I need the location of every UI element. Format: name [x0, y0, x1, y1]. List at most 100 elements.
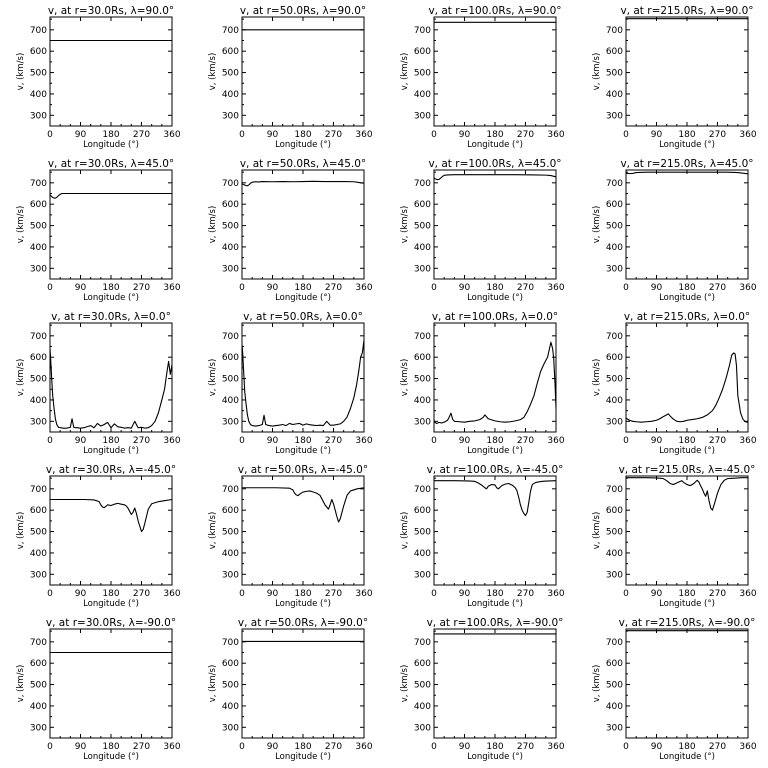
x-tick-label: 90	[651, 436, 663, 446]
panel-14: v, at r=50.0Rs, λ=-45.0° 0 90 180 270 360 300 4…	[208, 464, 373, 609]
panel-title: v, at r=100.0Rs, λ=-90.0°	[427, 617, 564, 629]
x-tick-label: 180	[486, 589, 503, 599]
x-tick-label: 0	[239, 742, 245, 752]
plot-frame	[49, 475, 173, 586]
y-tick-label: 700	[222, 332, 239, 342]
plot-frame	[625, 169, 749, 280]
plot-frame	[433, 169, 557, 280]
y-tick-label: 300	[222, 723, 239, 733]
plot-frame	[241, 16, 365, 127]
panel-title: v, at r=50.0Rs, λ=45.0°	[240, 158, 366, 170]
velocity-series-line	[242, 487, 365, 523]
panel-3: v, at r=100.0Rs, λ=90.0° 0 90 180 270 360 300 4…	[400, 5, 565, 150]
x-tick-label: 360	[163, 436, 180, 446]
velocity-series-line	[49, 348, 173, 429]
y-tick-label: 700	[30, 638, 47, 648]
y-axis-label: v, (km/s)	[208, 359, 218, 397]
x-tick-label: 270	[325, 589, 342, 599]
x-tick-label: 270	[709, 589, 726, 599]
y-tick-label: 500	[30, 528, 47, 538]
y-tick-label: 500	[606, 375, 623, 385]
x-tick-label: 180	[678, 130, 695, 140]
panel-title: v, at r=50.0Rs, λ=-45.0°	[238, 464, 368, 476]
y-tick-label: 400	[222, 396, 239, 406]
y-tick-label: 500	[30, 69, 47, 79]
x-axis-label: Longitude (°)	[659, 293, 715, 303]
x-tick-label: 360	[739, 130, 756, 140]
x-tick-label: 360	[355, 589, 372, 599]
x-tick-label: 180	[678, 742, 695, 752]
x-tick-label: 360	[355, 742, 372, 752]
y-tick-label: 500	[222, 222, 239, 232]
panel-title: v, at r=30.0Rs, λ=-90.0°	[46, 617, 176, 629]
x-tick-label: 360	[355, 283, 372, 293]
x-axis-label: Longitude (°)	[83, 293, 139, 303]
y-axis-label: v, (km/s)	[208, 53, 218, 91]
y-tick-label: 700	[606, 26, 623, 36]
x-tick-label: 0	[623, 742, 629, 752]
velocity-series-line	[434, 480, 557, 517]
y-tick-label: 700	[414, 332, 431, 342]
velocity-series-line	[241, 180, 365, 187]
y-tick-label: 700	[606, 179, 623, 189]
plot-frame	[625, 322, 749, 433]
y-tick-label: 400	[30, 702, 47, 712]
x-tick-label: 180	[102, 283, 119, 293]
panel-11: v, at r=100.0Rs, λ=0.0° 0 90 180 270 360 300 40…	[400, 311, 565, 456]
x-tick-label: 270	[517, 283, 534, 293]
x-tick-label: 90	[651, 589, 663, 599]
y-tick-label: 700	[414, 179, 431, 189]
y-axis-label: v, (km/s)	[208, 665, 218, 703]
x-tick-label: 0	[239, 589, 245, 599]
y-tick-label: 300	[414, 111, 431, 121]
x-tick-label: 90	[459, 742, 471, 752]
y-tick-label: 400	[222, 90, 239, 100]
y-tick-label: 500	[414, 528, 431, 538]
y-tick-label: 700	[222, 485, 239, 495]
velocity-series-line	[241, 340, 365, 427]
x-tick-label: 360	[163, 130, 180, 140]
y-axis-label: v, (km/s)	[208, 206, 218, 244]
x-tick-label: 180	[294, 436, 311, 446]
y-tick-label: 300	[606, 417, 623, 427]
y-tick-label: 300	[222, 417, 239, 427]
plot-frame	[49, 16, 173, 127]
x-axis-label: Longitude (°)	[659, 446, 715, 456]
x-tick-label: 360	[739, 283, 756, 293]
x-axis-label: Longitude (°)	[659, 752, 715, 762]
y-tick-label: 300	[414, 417, 431, 427]
y-tick-label: 400	[414, 243, 431, 253]
velocity-series-line	[625, 171, 749, 175]
panel-title: v, at r=215.0Rs, λ=45.0°	[620, 158, 753, 170]
panel-title: v, at r=215.0Rs, λ=0.0°	[624, 311, 750, 323]
y-tick-label: 300	[222, 111, 239, 121]
x-tick-label: 270	[517, 130, 534, 140]
y-tick-label: 600	[606, 47, 623, 57]
y-axis-label: v, (km/s)	[400, 665, 410, 703]
x-axis-label: Longitude (°)	[275, 599, 331, 609]
x-tick-label: 90	[459, 130, 471, 140]
x-tick-label: 270	[709, 130, 726, 140]
y-tick-label: 300	[30, 111, 47, 121]
panel-title: v, at r=50.0Rs, λ=90.0°	[240, 5, 366, 17]
x-tick-label: 90	[75, 589, 87, 599]
x-tick-label: 90	[267, 130, 279, 140]
x-tick-label: 270	[517, 436, 534, 446]
y-axis-label: v, (km/s)	[208, 512, 218, 550]
panel-2: v, at r=50.0Rs, λ=90.0° 0 90 180 270 360 300 40…	[208, 5, 373, 150]
x-tick-label: 360	[355, 436, 372, 446]
plot-frame	[433, 475, 557, 586]
plot-frame	[49, 628, 173, 739]
x-tick-label: 360	[355, 130, 372, 140]
panel-20: v, at r=215.0Rs, λ=-90.0° 0 90 180 270 360 300…	[592, 617, 757, 762]
plot-frame	[433, 322, 557, 433]
x-tick-label: 180	[294, 130, 311, 140]
x-tick-label: 180	[486, 283, 503, 293]
y-tick-label: 600	[222, 506, 239, 516]
x-tick-label: 180	[678, 436, 695, 446]
y-tick-label: 300	[606, 570, 623, 580]
y-tick-label: 700	[30, 332, 47, 342]
x-tick-label: 0	[47, 589, 53, 599]
panel-4: v, at r=215.0Rs, λ=90.0° 0 90 180 270 360 300 4…	[592, 5, 757, 150]
y-axis-label: v, (km/s)	[400, 512, 410, 550]
